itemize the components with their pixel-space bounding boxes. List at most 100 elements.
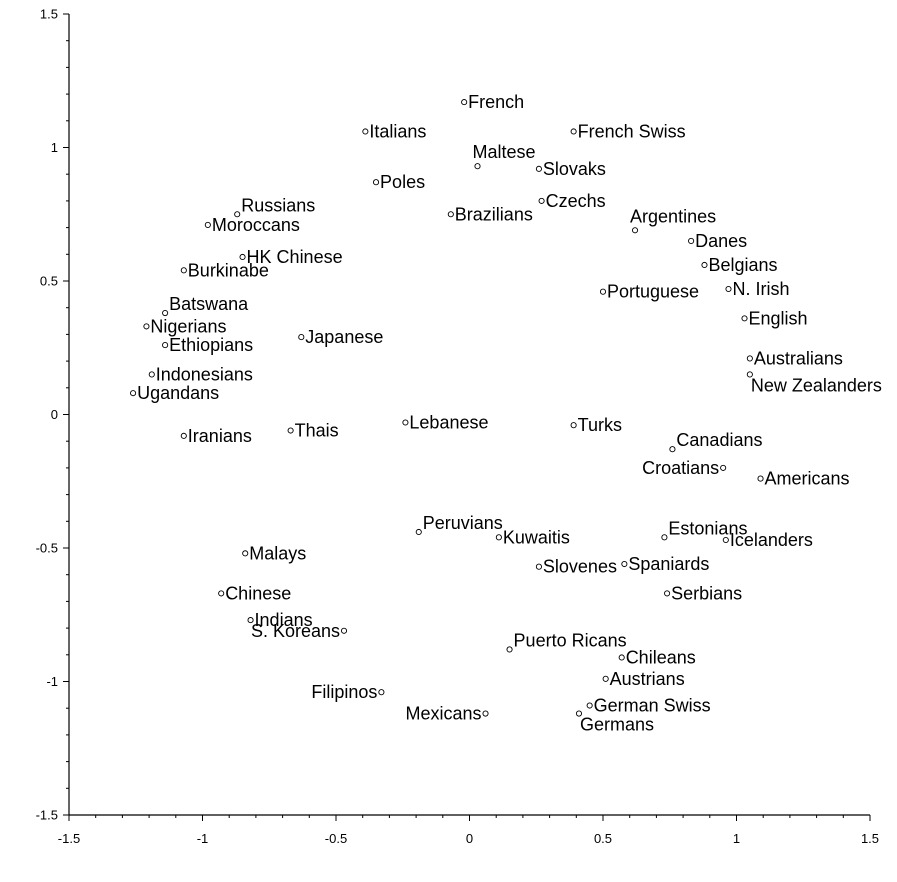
data-point bbox=[340, 627, 348, 634]
point-label: Indians bbox=[255, 610, 313, 630]
data-point bbox=[688, 237, 695, 244]
data-points: French Italians French Swiss Maltese Slovaks… bbox=[130, 92, 882, 735]
data-point bbox=[722, 536, 729, 544]
point-label: Chinese bbox=[225, 583, 291, 603]
point-label: Americans bbox=[765, 469, 850, 489]
x-tick-label: -1.5 bbox=[58, 831, 80, 846]
point-label: Belgians bbox=[708, 255, 777, 275]
point-label: Turks bbox=[578, 415, 622, 435]
data-point bbox=[701, 261, 708, 269]
data-point bbox=[506, 646, 513, 653]
data-point bbox=[535, 563, 542, 570]
data-point bbox=[247, 617, 254, 624]
data-point bbox=[180, 267, 187, 274]
point-label: Chileans bbox=[626, 647, 696, 667]
data-point bbox=[148, 371, 155, 378]
data-point bbox=[575, 710, 583, 717]
data-point bbox=[621, 560, 628, 568]
x-tick-label: 0.5 bbox=[594, 831, 612, 846]
point-label: Japanese bbox=[305, 327, 383, 347]
point-label: English bbox=[749, 308, 808, 328]
data-point bbox=[298, 334, 305, 341]
point-label: Danes bbox=[695, 231, 747, 251]
point-label: Kuwaitis bbox=[503, 527, 570, 547]
y-tick-label: -0.5 bbox=[36, 541, 58, 556]
data-point bbox=[725, 285, 732, 293]
point-label: Germans bbox=[580, 715, 654, 735]
data-point bbox=[586, 702, 593, 709]
y-tick-label: -1.5 bbox=[36, 808, 58, 823]
point-label: French Swiss bbox=[578, 121, 686, 141]
point-label: Filipinos bbox=[311, 682, 377, 702]
data-point bbox=[234, 211, 241, 218]
data-point bbox=[602, 675, 609, 682]
data-point bbox=[204, 221, 211, 228]
point-label: Nigerians bbox=[150, 316, 226, 336]
point-label: Czechs bbox=[546, 191, 606, 211]
data-point bbox=[287, 427, 294, 434]
point-label: HK Chinese bbox=[247, 247, 343, 267]
data-point bbox=[570, 128, 577, 135]
y-tick-label: 1 bbox=[51, 140, 58, 155]
point-label: Iranians bbox=[188, 426, 252, 446]
point-label: Batswana bbox=[169, 294, 249, 314]
data-point bbox=[242, 550, 249, 557]
data-point bbox=[482, 710, 489, 717]
point-label: Brazilians bbox=[455, 204, 533, 224]
point-label: S. Koreans bbox=[251, 621, 340, 641]
x-tick-label: 0 bbox=[466, 831, 473, 846]
point-label: Lebanese bbox=[409, 413, 488, 433]
point-label: Burkinabe bbox=[188, 260, 269, 280]
point-label: Ugandans bbox=[137, 383, 219, 403]
x-tick-label: -0.5 bbox=[325, 831, 347, 846]
data-point bbox=[218, 590, 225, 597]
point-label: Estonians bbox=[668, 518, 747, 538]
data-point bbox=[535, 165, 542, 172]
data-point bbox=[143, 323, 150, 330]
point-label: Mexicans bbox=[405, 704, 481, 724]
data-point bbox=[239, 253, 246, 261]
point-label: Puerto Ricans bbox=[514, 630, 627, 650]
point-label: Argentines bbox=[630, 206, 716, 226]
point-label: Russians bbox=[241, 195, 315, 215]
data-point bbox=[720, 464, 727, 471]
data-point bbox=[599, 288, 607, 295]
point-label: N. Irish bbox=[732, 279, 789, 299]
point-label: Indonesians bbox=[156, 364, 253, 384]
point-label: Serbians bbox=[671, 583, 742, 603]
point-label: Australians bbox=[754, 348, 843, 368]
y-tick-label: 0.5 bbox=[40, 274, 58, 289]
data-point bbox=[362, 128, 369, 135]
point-label: Portuguese bbox=[607, 282, 699, 302]
data-point bbox=[669, 446, 676, 453]
point-label: Ethiopians bbox=[169, 335, 253, 355]
point-label: New Zealanders bbox=[751, 375, 882, 395]
data-point bbox=[661, 534, 668, 541]
data-point bbox=[741, 315, 748, 322]
point-label: Poles bbox=[380, 172, 425, 192]
point-label: Maltese bbox=[473, 142, 536, 162]
data-point bbox=[538, 197, 545, 204]
data-point bbox=[162, 309, 169, 317]
data-point bbox=[664, 590, 671, 597]
data-point bbox=[618, 654, 625, 661]
point-label: Moroccans bbox=[212, 215, 300, 235]
data-point bbox=[746, 355, 753, 362]
data-point bbox=[495, 534, 502, 541]
data-point bbox=[474, 163, 481, 170]
y-tick-label: 1.5 bbox=[40, 7, 58, 22]
x-tick-label: 1 bbox=[733, 831, 740, 846]
point-label: Austrians bbox=[610, 669, 685, 689]
point-label: Slovenes bbox=[543, 557, 617, 577]
data-point bbox=[757, 475, 764, 482]
point-label: Spaniards bbox=[628, 554, 709, 574]
point-label: Thais bbox=[295, 421, 339, 441]
data-point bbox=[402, 419, 409, 426]
point-label: Croatians bbox=[642, 458, 719, 478]
data-point bbox=[162, 342, 169, 349]
y-tick-label: -1 bbox=[46, 674, 58, 689]
point-label: Slovaks bbox=[543, 159, 606, 179]
y-tick-label: 0 bbox=[51, 407, 58, 422]
point-label: Italians bbox=[369, 121, 426, 141]
